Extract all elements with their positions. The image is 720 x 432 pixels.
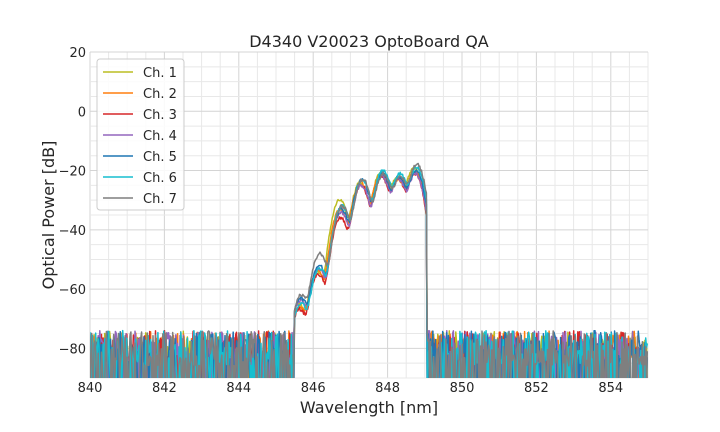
chart-title: D4340 V20023 OptoBoard QA (249, 32, 489, 51)
legend-label: Ch. 3 (143, 108, 177, 123)
x-tick-label: 840 (78, 381, 103, 396)
legend-label: Ch. 7 (143, 192, 177, 207)
x-tick-label: 848 (375, 381, 400, 396)
series-line-7 (90, 162, 648, 378)
legend-label: Ch. 6 (143, 171, 177, 186)
y-tick-label: 0 (78, 105, 86, 120)
x-tick-labels: 840 842 844 846 848 850 852 854 (78, 381, 624, 396)
y-tick-labels: −80 −60 −40 −20 0 20 (59, 46, 86, 357)
series-layer (90, 162, 648, 378)
legend: Ch. 1 Ch. 2 Ch. 3 Ch. 4 Ch. 5 Ch. 6 Ch. 7 (96, 58, 185, 211)
x-tick-label: 842 (152, 381, 177, 396)
x-tick-label: 854 (598, 381, 623, 396)
y-tick-label: 20 (69, 46, 86, 61)
legend-label: Ch. 4 (143, 129, 177, 144)
x-tick-label: 844 (226, 381, 251, 396)
x-tick-label: 850 (450, 381, 475, 396)
x-tick-label: 846 (301, 381, 326, 396)
y-tick-label: −60 (59, 283, 86, 298)
legend-frame (96, 58, 185, 211)
y-tick-label: −20 (59, 165, 86, 180)
x-tick-label: 852 (524, 381, 549, 396)
legend-label: Ch. 5 (143, 150, 177, 165)
x-axis-label: Wavelength [nm] (300, 398, 438, 417)
y-tick-label: −40 (59, 224, 86, 239)
y-axis-label: Optical Power [dB] (39, 141, 58, 290)
y-tick-label: −80 (59, 342, 86, 357)
legend-label: Ch. 1 (143, 66, 177, 81)
legend-label: Ch. 2 (143, 87, 177, 102)
